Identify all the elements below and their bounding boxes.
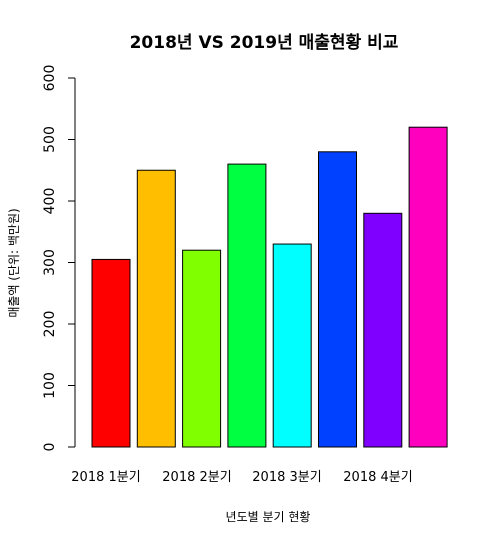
x-axis-title: 년도별 분기 현황	[226, 510, 311, 524]
bar-3	[182, 249, 222, 448]
y-tick-label: 200	[42, 311, 58, 338]
y-tick-label: 600	[42, 65, 58, 92]
bar-6	[318, 151, 357, 448]
bar-8	[408, 126, 448, 448]
y-tick-label: 0	[42, 443, 58, 452]
y-tick-label: 500	[42, 126, 58, 153]
x-category-label: 2018 2분기	[162, 470, 231, 485]
x-category-label: 2018 3분기	[252, 470, 321, 485]
x-category-labels: 2018 1분기 2018 2분기 2018 3분기 2018 4분기	[71, 470, 412, 485]
bars	[91, 126, 448, 448]
y-tick-label: 300	[42, 249, 58, 276]
x-category-label: 2018 4분기	[343, 470, 412, 485]
bar-2	[136, 169, 176, 448]
y-axis-title: 매출액 (단위: 백만원)	[7, 208, 21, 317]
y-tick-label: 400	[42, 188, 58, 215]
y-tick-label: 100	[42, 372, 58, 399]
bar-4	[227, 163, 267, 448]
bar-7	[363, 212, 403, 448]
bar-1	[91, 258, 131, 448]
y-axis: 0 100 200 300 400 500 600	[42, 65, 76, 452]
bar-5	[272, 243, 312, 448]
chart-title: 2018년 VS 2019년 매출현황 비교	[130, 33, 399, 53]
x-category-label: 2018 1분기	[71, 470, 140, 485]
